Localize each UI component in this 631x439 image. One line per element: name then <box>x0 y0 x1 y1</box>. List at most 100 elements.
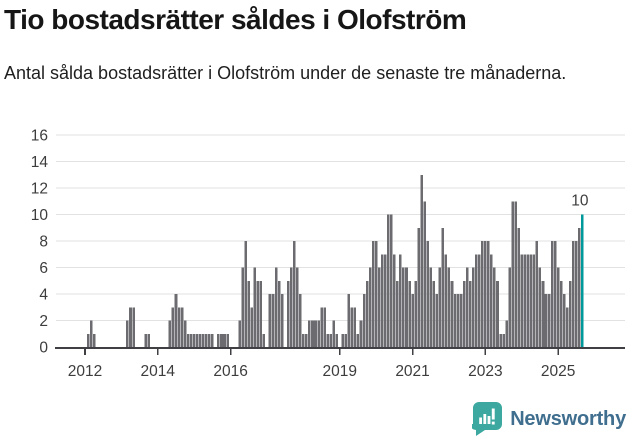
bar <box>429 267 433 347</box>
bar <box>277 280 281 347</box>
bar <box>538 267 542 347</box>
y-axis-label: 6 <box>39 260 48 277</box>
bar <box>192 333 196 347</box>
bar <box>189 333 193 347</box>
bar <box>244 241 248 347</box>
bar <box>344 333 348 347</box>
bar <box>559 280 563 347</box>
bar <box>383 254 387 347</box>
bar <box>311 320 314 347</box>
bar <box>223 333 226 347</box>
bar <box>405 267 408 347</box>
bar <box>377 267 381 347</box>
bar <box>208 333 211 347</box>
bar <box>280 294 284 347</box>
bar <box>362 294 366 347</box>
bar <box>168 320 172 347</box>
bar <box>241 267 244 347</box>
bar <box>526 254 530 347</box>
bar <box>268 294 272 347</box>
bar <box>198 333 202 347</box>
bar <box>481 241 484 347</box>
bar <box>195 333 199 347</box>
logo-bubble <box>472 402 503 436</box>
bar <box>350 307 354 347</box>
bar <box>387 214 390 347</box>
bar <box>374 241 378 347</box>
newsworthy-logo: Newsworthy <box>472 402 626 436</box>
bar <box>302 333 305 347</box>
bar <box>347 294 351 347</box>
bar <box>356 333 360 347</box>
bar <box>544 294 548 347</box>
bar <box>575 241 578 347</box>
bar <box>359 320 363 347</box>
bar <box>462 280 466 347</box>
bar <box>411 294 414 347</box>
x-axis-label: 2016 <box>213 363 247 380</box>
bar <box>126 320 129 347</box>
bar <box>572 241 575 347</box>
y-axis-label: 16 <box>31 128 48 145</box>
x-axis-label: 2019 <box>323 363 357 380</box>
bar <box>478 254 481 347</box>
bar <box>468 280 472 347</box>
bar <box>308 320 311 347</box>
bar <box>217 333 220 347</box>
bar <box>247 280 251 347</box>
bar <box>547 294 551 347</box>
bar <box>426 241 429 347</box>
bar <box>514 201 517 347</box>
bar <box>262 333 266 347</box>
brand-name: Newsworthy <box>510 407 626 430</box>
x-axis-label: 2025 <box>541 363 575 380</box>
bar <box>435 294 439 347</box>
bar <box>353 307 357 347</box>
bar <box>299 294 302 347</box>
bar <box>569 280 572 347</box>
newsworthy-icon <box>472 402 503 436</box>
bar <box>565 307 569 347</box>
bar <box>341 333 345 347</box>
bar <box>305 333 308 347</box>
bar <box>532 254 536 347</box>
bar <box>286 280 290 347</box>
bar <box>253 267 257 347</box>
bar <box>414 280 417 347</box>
highlighted-last-bar <box>581 214 584 347</box>
bar <box>441 227 445 347</box>
x-axis-label: 2012 <box>68 363 102 380</box>
bar <box>289 267 293 347</box>
x-axis-label: 2023 <box>468 363 502 380</box>
y-axis-label: 12 <box>31 181 48 198</box>
bar <box>226 333 229 347</box>
bar <box>550 241 554 347</box>
bar <box>132 307 135 347</box>
chart-title: Tio bostadsrätter såldes i Olofström <box>4 4 467 35</box>
y-axis-label: 2 <box>39 313 48 330</box>
chart-subtitle: Antal sålda bostadsrätter i Olofström un… <box>4 63 567 83</box>
bar <box>535 241 539 347</box>
bar <box>202 333 205 347</box>
y-axis-label: 0 <box>39 340 48 357</box>
bar <box>562 294 566 347</box>
bar <box>332 320 335 347</box>
condo-sales-bar-chart: 0 2 4 6 8 10 12 14 16 2012 2014 2016 2019 2021 2023 202… <box>31 128 625 380</box>
bar <box>390 214 393 347</box>
bar <box>408 280 411 347</box>
bar <box>529 254 533 347</box>
bar <box>274 267 278 347</box>
y-axis-label: 14 <box>31 154 49 171</box>
last-value-annotation: 10 <box>571 193 589 210</box>
bar <box>499 333 502 347</box>
bar <box>250 307 254 347</box>
bar <box>259 280 263 347</box>
bar <box>541 280 545 347</box>
bar <box>238 320 241 347</box>
bar <box>92 333 96 347</box>
bar <box>438 267 442 347</box>
bar <box>453 294 457 347</box>
bar <box>335 333 339 347</box>
bar <box>186 333 190 347</box>
